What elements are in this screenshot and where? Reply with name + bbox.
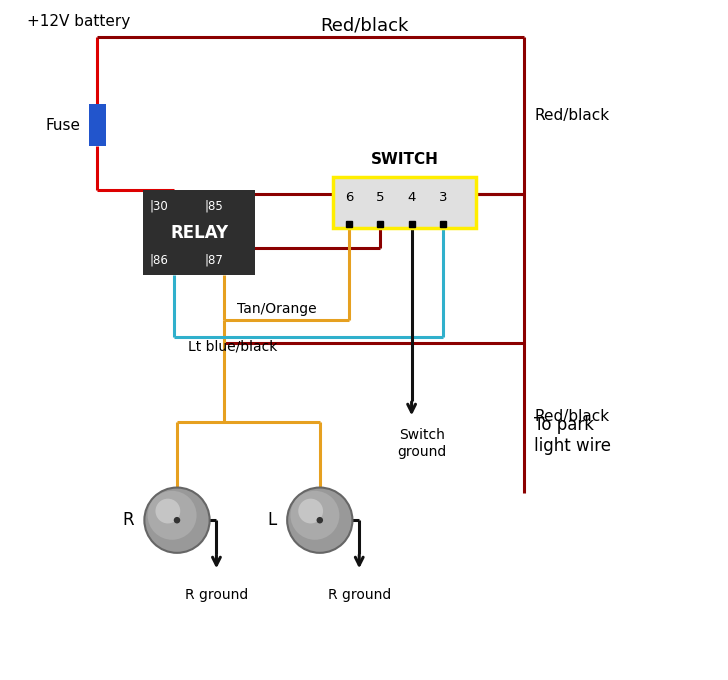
Circle shape: [148, 491, 197, 540]
Circle shape: [174, 517, 181, 524]
Text: 6: 6: [345, 190, 353, 204]
Bar: [143, 190, 256, 275]
Text: Fuse: Fuse: [45, 118, 80, 133]
Text: Red/black: Red/black: [534, 108, 609, 123]
Circle shape: [290, 491, 339, 540]
Text: Lt blue/black: Lt blue/black: [188, 340, 277, 354]
Text: 3: 3: [439, 190, 447, 204]
Circle shape: [298, 498, 323, 524]
Text: |30: |30: [150, 199, 169, 212]
Circle shape: [287, 488, 352, 553]
Text: +12V battery: +12V battery: [28, 14, 130, 29]
Text: R ground: R ground: [185, 588, 248, 602]
Text: 4: 4: [408, 190, 416, 204]
Text: Switch
ground: Switch ground: [397, 428, 446, 458]
Text: L: L: [268, 511, 277, 529]
Text: Tan/Orange: Tan/Orange: [237, 302, 317, 316]
Circle shape: [317, 517, 323, 524]
Circle shape: [144, 488, 210, 553]
Text: Red/black: Red/black: [320, 16, 408, 34]
Text: R ground: R ground: [328, 588, 391, 602]
Text: Red/black: Red/black: [534, 409, 609, 424]
Text: 5: 5: [376, 190, 384, 204]
Text: |86: |86: [150, 254, 169, 267]
Text: R: R: [122, 511, 134, 529]
Circle shape: [156, 498, 181, 524]
Bar: [89, 104, 106, 146]
Text: SWITCH: SWITCH: [371, 152, 439, 167]
Text: |85: |85: [205, 199, 223, 212]
Text: RELAY: RELAY: [170, 224, 228, 242]
Text: |87: |87: [205, 254, 223, 267]
Text: To park
light wire: To park light wire: [534, 415, 611, 455]
Bar: [333, 177, 476, 228]
